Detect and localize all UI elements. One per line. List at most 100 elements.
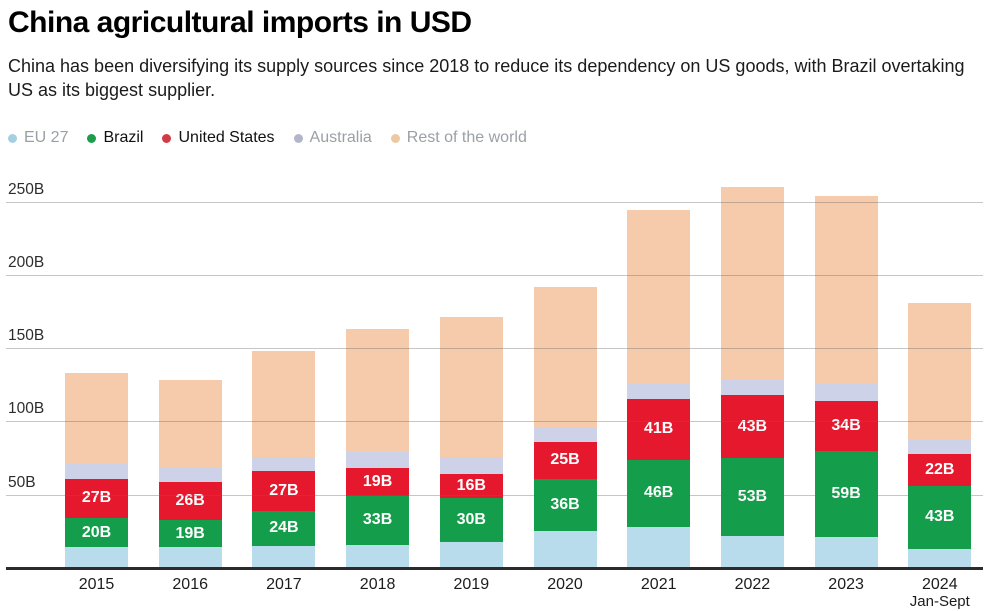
bar-label-brazil-2015: 20B	[81, 523, 112, 541]
bar-segment-eu-27-2023	[814, 537, 878, 568]
bar-segment-eu-27-2024	[908, 548, 972, 568]
x-tick-label-2021: 2021	[614, 576, 704, 593]
australia-legend-dot-icon	[293, 133, 303, 143]
bar-label-brazil-2022: 53B	[737, 487, 768, 505]
chart-legend: EU 27 Brazil United States Australia Rest of…	[8, 129, 527, 147]
bar-segment-brazil-2023	[814, 450, 878, 538]
bar-segment-eu-27-2018	[346, 544, 410, 568]
x-tick-sublabel-2024: Jan-Sept	[909, 593, 970, 610]
y-tick-label-200B: 200B	[8, 253, 45, 271]
bar-label-brazil-2020: 36B	[550, 495, 580, 513]
bar-segment-rest-of-the-world-2015	[65, 373, 128, 464]
y-gridline-200B	[6, 274, 983, 276]
bar-label-united-states-2022: 43B	[737, 417, 768, 435]
bar-label-brazil-2021: 46B	[644, 484, 674, 502]
bar-label-brazil-2016: 19B	[175, 524, 205, 542]
bar-segment-brazil-2022	[720, 458, 784, 536]
bar-segment-eu-27-2022	[720, 535, 784, 568]
y-gridline-50B	[6, 494, 983, 496]
x-axis-line	[6, 567, 983, 570]
chart-subtitle: China has been diversifying its supply s…	[8, 56, 965, 100]
x-tick-label-2024: 2024 Jan-Sept	[895, 576, 985, 610]
bar-segment-australia-2016	[158, 466, 222, 482]
brazil-legend-dot-icon	[87, 133, 97, 143]
legend-item-australia: Australia	[293, 129, 372, 147]
bar-label-united-states-2021: 41B	[644, 420, 674, 438]
bar-segment-brazil-2024	[908, 485, 972, 549]
legend-label-united-states: United States	[178, 129, 275, 146]
x-tick-label-2016: 2016	[145, 576, 235, 593]
y-tick-label-50B: 50B	[8, 473, 36, 491]
legend-item-rest-of-the-world: Rest of the world	[390, 129, 527, 147]
bar-segment-rest-of-the-world-2020	[533, 286, 597, 428]
x-tick-label-2019: 2019	[426, 576, 516, 593]
x-tick-year-2024: 2024	[922, 576, 958, 593]
eu-27-legend-dot-icon	[8, 133, 17, 143]
bar-segment-brazil-2020	[533, 478, 597, 532]
bar-segment-eu-27-2015	[65, 547, 128, 568]
legend-label-eu-27: EU 27	[24, 129, 69, 146]
y-gridline-150B	[6, 348, 983, 350]
bar-segment-brazil-2021	[627, 459, 691, 527]
x-tick-year-2018: 2018	[359, 576, 396, 593]
bar-segment-brazil-2018	[346, 496, 410, 545]
bar-label-brazil-2018: 33B	[362, 511, 393, 529]
bar-segment-united-states-2019	[439, 474, 503, 498]
bar-segment-rest-of-the-world-2023	[814, 195, 878, 384]
x-tick-year-2019: 2019	[453, 576, 490, 593]
legend-label-rest-of-the-world: Rest of the world	[406, 129, 527, 146]
bar-segment-united-states-2016	[158, 481, 222, 520]
bar-segment-australia-2018	[346, 452, 410, 469]
bar-label-united-states-2017: 27B	[269, 482, 299, 500]
x-tick-label-2015: 2015	[52, 576, 142, 593]
bar-segment-rest-of-the-world-2018	[346, 329, 410, 453]
bar-label-brazil-2019: 30B	[456, 510, 486, 528]
bar-segment-united-states-2021	[627, 399, 691, 460]
y-gridline-250B	[6, 201, 983, 203]
legend-item-eu-27: EU 27	[8, 129, 68, 147]
y-gridline-100B	[6, 421, 983, 423]
bar-segment-australia-2017	[252, 456, 316, 472]
bar-segment-eu-27-2021	[627, 526, 691, 568]
bar-segment-brazil-2016	[158, 519, 222, 548]
bar-segment-eu-27-2016	[158, 547, 222, 568]
bar-label-brazil-2017: 24B	[269, 519, 299, 537]
y-tick-label-250B: 250B	[8, 180, 45, 198]
legend-label-brazil: Brazil	[103, 129, 144, 146]
bar-segment-australia-2021	[627, 383, 691, 400]
bar-segment-brazil-2017	[252, 510, 316, 546]
bar-segment-australia-2015	[65, 463, 128, 479]
legend-item-brazil: Brazil	[87, 129, 143, 147]
x-tick-year-2022: 2022	[734, 576, 771, 593]
bar-segment-united-states-2017	[252, 471, 316, 511]
x-tick-year-2023: 2023	[828, 576, 864, 593]
bar-segment-rest-of-the-world-2016	[158, 380, 222, 467]
bar-segment-brazil-2015	[65, 518, 128, 548]
legend-label-australia: Australia	[309, 129, 372, 146]
x-tick-label-2018: 2018	[333, 576, 423, 593]
bar-label-brazil-2023: 59B	[831, 484, 861, 502]
bar-label-brazil-2024: 43B	[925, 508, 955, 526]
x-tick-year-2015: 2015	[78, 576, 115, 593]
united-states-legend-dot-icon	[162, 133, 172, 143]
page-title: China agricultural imports in USD	[8, 6, 472, 39]
bar-segment-eu-27-2020	[533, 531, 597, 568]
bar-segment-eu-27-2019	[439, 541, 503, 568]
bar-segment-australia-2024	[908, 440, 972, 454]
rest-of-the-world-legend-dot-icon	[390, 133, 400, 143]
bar-label-united-states-2016: 26B	[175, 491, 205, 509]
x-tick-label-2022: 2022	[707, 576, 797, 593]
bar-segment-rest-of-the-world-2017	[252, 351, 316, 457]
x-tick-label-2017: 2017	[239, 576, 329, 593]
bar-segment-rest-of-the-world-2019	[439, 317, 503, 457]
bar-segment-united-states-2023	[814, 400, 878, 451]
bar-label-united-states-2020: 25B	[550, 451, 580, 469]
bar-segment-australia-2023	[814, 383, 878, 401]
bar-segment-rest-of-the-world-2024	[908, 302, 972, 441]
x-tick-label-2023: 2023	[801, 576, 891, 593]
y-tick-label-150B: 150B	[8, 327, 45, 345]
x-tick-label-2020: 2020	[520, 576, 610, 593]
bar-label-united-states-2018: 19B	[362, 473, 393, 491]
